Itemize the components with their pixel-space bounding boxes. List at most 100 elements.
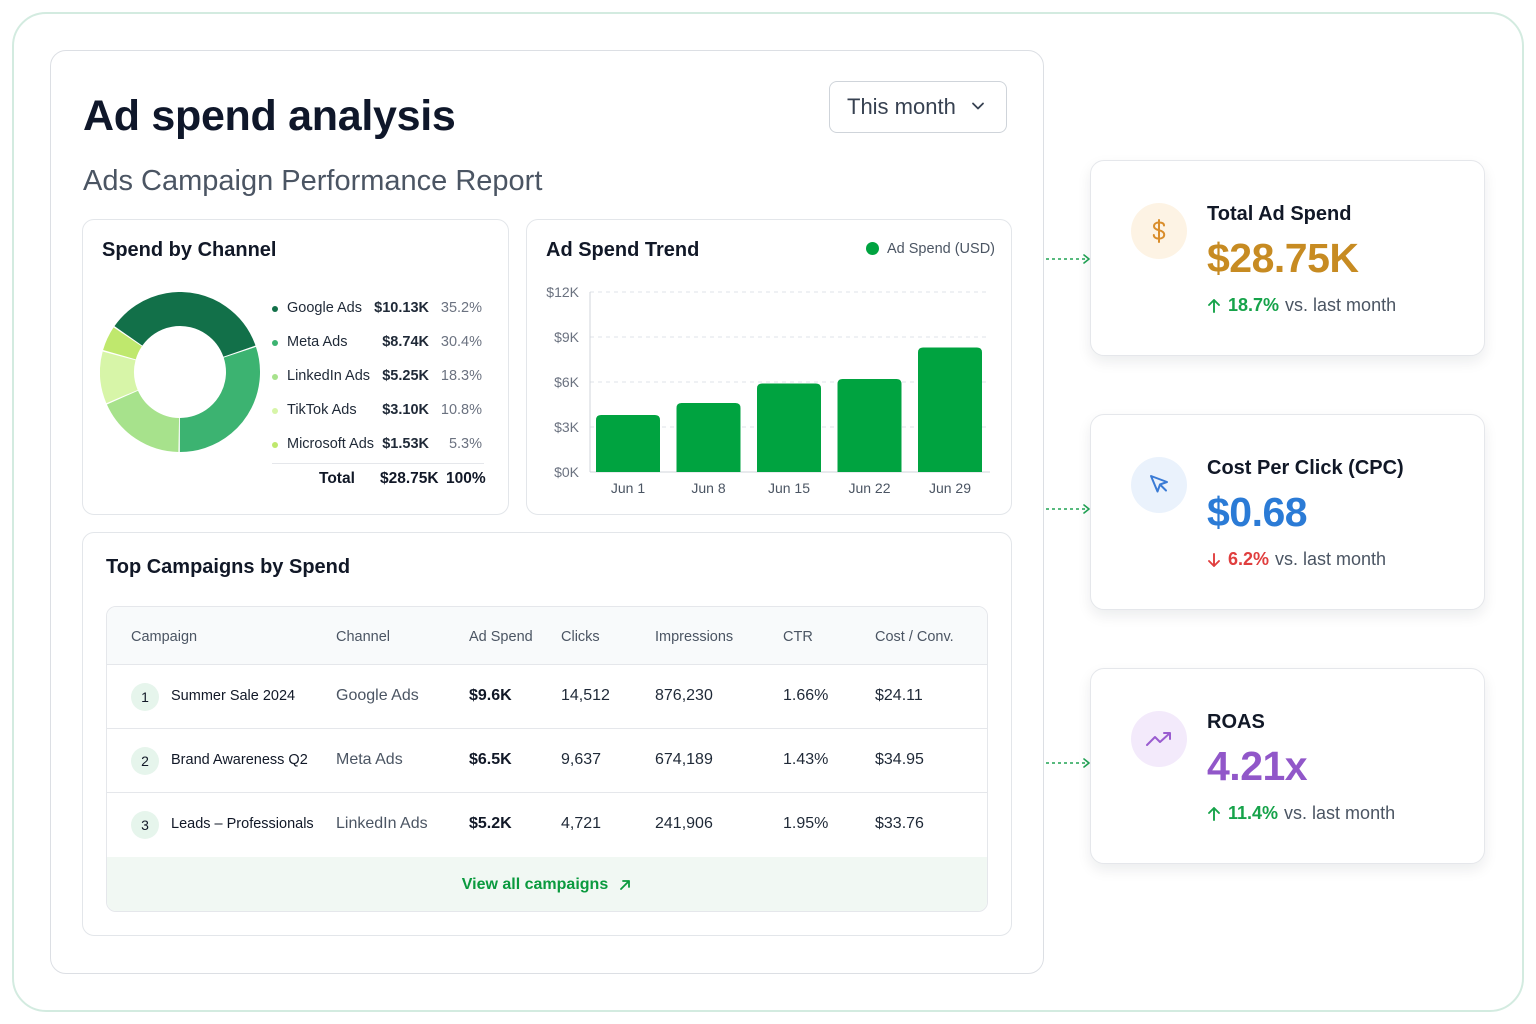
channel-value: $3.10K: [382, 402, 429, 418]
channel-legend-row: Microsoft Ads $1.53K 5.3%: [272, 436, 484, 456]
y-tick-label: $3K: [554, 419, 580, 435]
y-tick-label: $12K: [546, 284, 579, 300]
campaign-ctr: 1.66%: [783, 687, 829, 704]
campaigns-table: Campaign Channel Ad Spend Clicks Impress…: [106, 606, 988, 912]
channel-name: LinkedIn Ads: [287, 368, 371, 384]
col-impressions: Impressions: [655, 629, 734, 645]
campaign-name: Summer Sale 2024: [171, 688, 296, 704]
campaign-spend: $9.6K: [469, 687, 512, 704]
trend-legend-label: Ad Spend (USD): [887, 241, 995, 257]
y-tick-label: $9K: [554, 329, 580, 345]
campaign-cost-conv: $33.76: [875, 815, 924, 832]
campaign-spend: $5.2K: [469, 815, 512, 832]
channel-donut-chart: [100, 292, 260, 452]
donut-slice: [100, 292, 260, 452]
arrow-up-right-icon: [620, 880, 631, 890]
channel-pct: 35.2%: [440, 300, 482, 316]
kpi-card-cpc: Cost Per Click (CPC) $0.68 6.2% vs. last…: [1090, 414, 1485, 610]
legend-dot: [272, 442, 278, 448]
legend-dot: [272, 340, 278, 346]
campaign-cost-conv: $34.95: [875, 751, 924, 768]
channel-name: TikTok Ads: [287, 402, 357, 418]
kpi-change-pct: 6.2%: [1228, 549, 1270, 569]
x-tick-label: Jun 22: [848, 480, 890, 496]
campaign-channel: Google Ads: [336, 687, 419, 704]
col-cost-conv: Cost / Conv.: [875, 629, 954, 645]
arrow-down-icon: [1208, 552, 1220, 567]
channel-pct: 5.3%: [448, 436, 482, 452]
col-clicks: Clicks: [561, 629, 600, 645]
date-range-select[interactable]: This month: [829, 81, 1007, 133]
view-all-label: View all campaigns: [461, 876, 609, 893]
total-pct: 100%: [446, 470, 486, 487]
channel-value: $8.74K: [382, 334, 429, 350]
campaign-name: Leads – Professionals: [171, 816, 314, 832]
arrow-up-icon: [1208, 806, 1220, 821]
bar-jun-8[interactable]: [676, 403, 741, 472]
spend-by-channel-panel: [82, 219, 509, 515]
campaign-clicks: 4,721: [561, 815, 602, 832]
x-tick-label: Jun 15: [768, 480, 810, 496]
page-subtitle: Ads Campaign Performance Report: [83, 165, 543, 197]
view-all-campaigns-link[interactable]: View all campaigns: [107, 857, 987, 911]
bar-jun-29[interactable]: [918, 347, 982, 473]
channel-legend-row: Meta Ads $8.74K 30.4%: [272, 334, 484, 354]
channel-legend-row: Google Ads $10.13K 35.2%: [272, 300, 484, 320]
campaign-ctr: 1.43%: [783, 751, 829, 768]
campaign-clicks: 14,512: [561, 687, 610, 704]
bar-jun-1[interactable]: [596, 415, 660, 472]
kpi-change: 18.7% vs. last month: [1207, 295, 1396, 316]
donut-slice: [100, 292, 260, 452]
bar-jun-22[interactable]: [837, 379, 902, 472]
col-campaign: Campaign: [131, 629, 198, 645]
rank-badge: 2: [131, 747, 159, 775]
table-header: Campaign Channel Ad Spend Clicks Impress…: [107, 607, 987, 665]
kpi-change-pct: 11.4%: [1228, 803, 1279, 823]
legend-divider: [272, 463, 484, 464]
y-tick-label: $0K: [554, 464, 580, 480]
channel-pct: 18.3%: [440, 368, 482, 384]
date-range-label: This month: [847, 94, 956, 119]
donut-slice: [100, 292, 260, 452]
kpi-title: ROAS: [1207, 711, 1265, 733]
kpi-card-total-ad-spend: Total Ad Spend $28.75K 18.7% vs. last mo…: [1090, 160, 1485, 356]
ad-spend-trend-title: Ad Spend Trend: [546, 239, 700, 261]
table-row[interactable]: 1 Summer Sale 2024 Google Ads $9.6K 14,5…: [107, 665, 987, 729]
page-title: Ad spend analysis: [83, 92, 456, 140]
rank-badge: 1: [131, 683, 159, 711]
kpi-value: $28.75K: [1207, 235, 1359, 281]
bar-jun-15[interactable]: [757, 383, 821, 473]
legend-dot: [272, 306, 278, 312]
channel-legend-row: TikTok Ads $3.10K 10.8%: [272, 402, 484, 422]
channel-name: Meta Ads: [287, 334, 348, 350]
campaign-ctr: 1.95%: [783, 815, 829, 832]
spend-by-channel-title: Spend by Channel: [102, 239, 277, 261]
kpi-change-pct: 18.7%: [1228, 295, 1280, 315]
x-tick-label: Jun 29: [929, 480, 971, 496]
x-tick-label: Jun 1: [611, 480, 645, 496]
x-tick-label: Jun 8: [691, 480, 725, 496]
kpi-change-suffix: vs. last month: [1275, 549, 1387, 569]
total-label: Total: [319, 470, 355, 487]
rank-badge: 3: [131, 811, 159, 839]
kpi-title: Cost Per Click (CPC): [1207, 457, 1404, 479]
legend-swatch: [866, 242, 879, 255]
col-channel: Channel: [336, 629, 391, 645]
kpi-title: Total Ad Spend: [1207, 203, 1352, 225]
legend-dot: [272, 408, 278, 414]
donut-slice: [100, 292, 260, 452]
arrow-up-icon: [1208, 298, 1220, 313]
campaign-spend: $6.5K: [469, 751, 512, 768]
y-tick-label: $6K: [554, 374, 580, 390]
campaign-impressions: 876,230: [655, 687, 713, 704]
channel-value: $1.53K: [382, 436, 429, 452]
chevron-down-icon: [972, 102, 984, 110]
top-campaigns-title: Top Campaigns by Spend: [106, 556, 351, 578]
campaign-channel: LinkedIn Ads: [336, 815, 428, 832]
table-row[interactable]: 3 Leads – Professionals LinkedIn Ads $5.…: [107, 793, 987, 857]
connector-arrow: [1046, 504, 1090, 514]
channel-value: $10.13K: [374, 300, 429, 316]
campaign-clicks: 9,637: [561, 751, 602, 768]
channel-pct: 30.4%: [440, 334, 482, 350]
table-row[interactable]: 2 Brand Awareness Q2 Meta Ads $6.5K 9,63…: [107, 729, 987, 793]
